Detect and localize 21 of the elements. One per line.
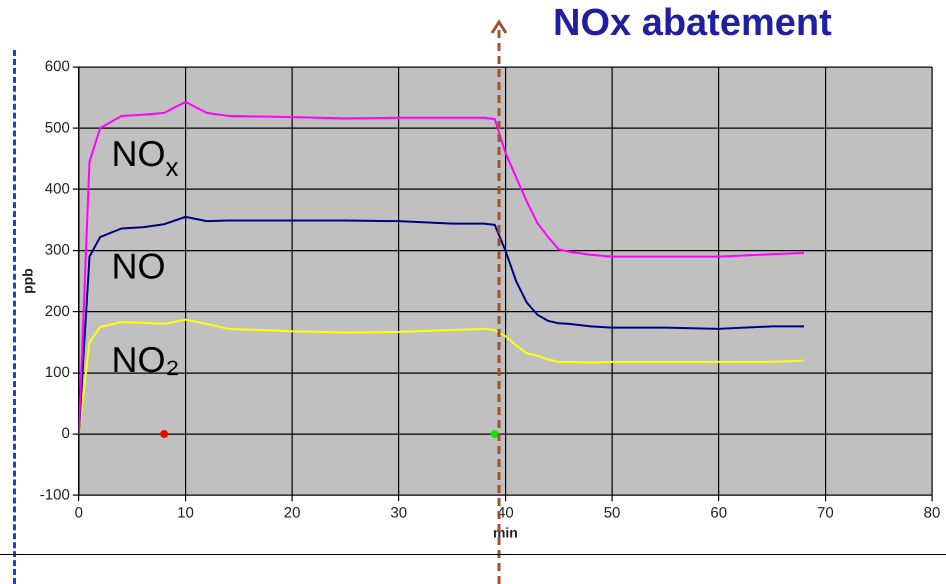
y-tick-label: 600 xyxy=(44,58,70,76)
y-tick-label: 200 xyxy=(44,302,70,320)
x-tick-label: 80 xyxy=(924,504,940,522)
series-label: NO₂ xyxy=(111,339,180,380)
x-tick-label: 50 xyxy=(604,504,620,522)
y-tick-label: -100 xyxy=(40,486,70,504)
chart-title: NOx abatement xyxy=(553,2,832,45)
series-label: NO xyxy=(111,245,166,286)
x-axis-title: min xyxy=(492,524,518,540)
x-tick-label: 20 xyxy=(284,504,300,522)
y-tick-label: 300 xyxy=(44,242,70,259)
x-tick-label: 0 xyxy=(74,504,83,522)
y-tick-label: 100 xyxy=(44,364,70,381)
x-tick-label: 30 xyxy=(390,504,408,522)
x-tick-label: 60 xyxy=(710,504,728,522)
y-tick-label: 500 xyxy=(44,119,70,136)
x-tick-label: 70 xyxy=(817,504,834,522)
y-axis-title: ppb xyxy=(19,268,36,294)
x-tick-label: 10 xyxy=(177,504,194,522)
y-tick-label: 400 xyxy=(44,180,70,198)
y-tick-label: 0 xyxy=(61,425,70,442)
